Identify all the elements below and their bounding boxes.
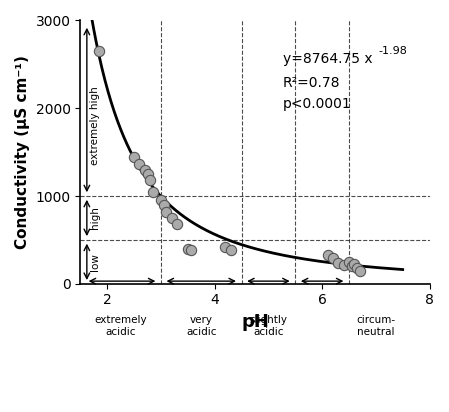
Text: R²=0.78: R²=0.78 <box>283 76 340 90</box>
Text: extremely high: extremely high <box>90 87 100 165</box>
Y-axis label: Conductivity (μS cm⁻¹): Conductivity (μS cm⁻¹) <box>15 55 30 249</box>
Point <box>141 166 149 173</box>
Point <box>227 247 234 254</box>
Point <box>144 171 151 178</box>
Point <box>356 267 363 274</box>
Point <box>131 153 138 160</box>
Text: low: low <box>90 253 100 271</box>
Point <box>147 177 154 183</box>
Point <box>335 260 342 266</box>
Point <box>340 262 347 269</box>
Point <box>150 188 157 195</box>
Text: circum-
neutral: circum- neutral <box>357 315 396 337</box>
Text: -1.98: -1.98 <box>379 45 408 56</box>
Point <box>345 259 352 265</box>
Point <box>136 160 143 167</box>
Point <box>173 221 180 227</box>
Point <box>348 263 355 269</box>
Point <box>187 247 194 254</box>
Text: slightly
acidic: slightly acidic <box>249 315 287 337</box>
Text: extremely
acidic: extremely acidic <box>94 315 147 337</box>
Point <box>163 208 170 215</box>
Point <box>160 201 167 208</box>
Point <box>158 197 165 204</box>
Text: p<0.0001: p<0.0001 <box>283 97 352 111</box>
Point <box>184 246 191 252</box>
Point <box>324 251 331 258</box>
Point <box>329 255 336 262</box>
Text: very
acidic: very acidic <box>186 315 216 337</box>
Point <box>96 48 103 54</box>
Text: y=8764.75 x: y=8764.75 x <box>283 52 373 66</box>
Point <box>168 215 175 221</box>
Text: high: high <box>90 206 100 229</box>
Point <box>222 243 229 250</box>
Point <box>353 265 361 271</box>
X-axis label: pH: pH <box>241 313 269 331</box>
Point <box>351 261 358 268</box>
